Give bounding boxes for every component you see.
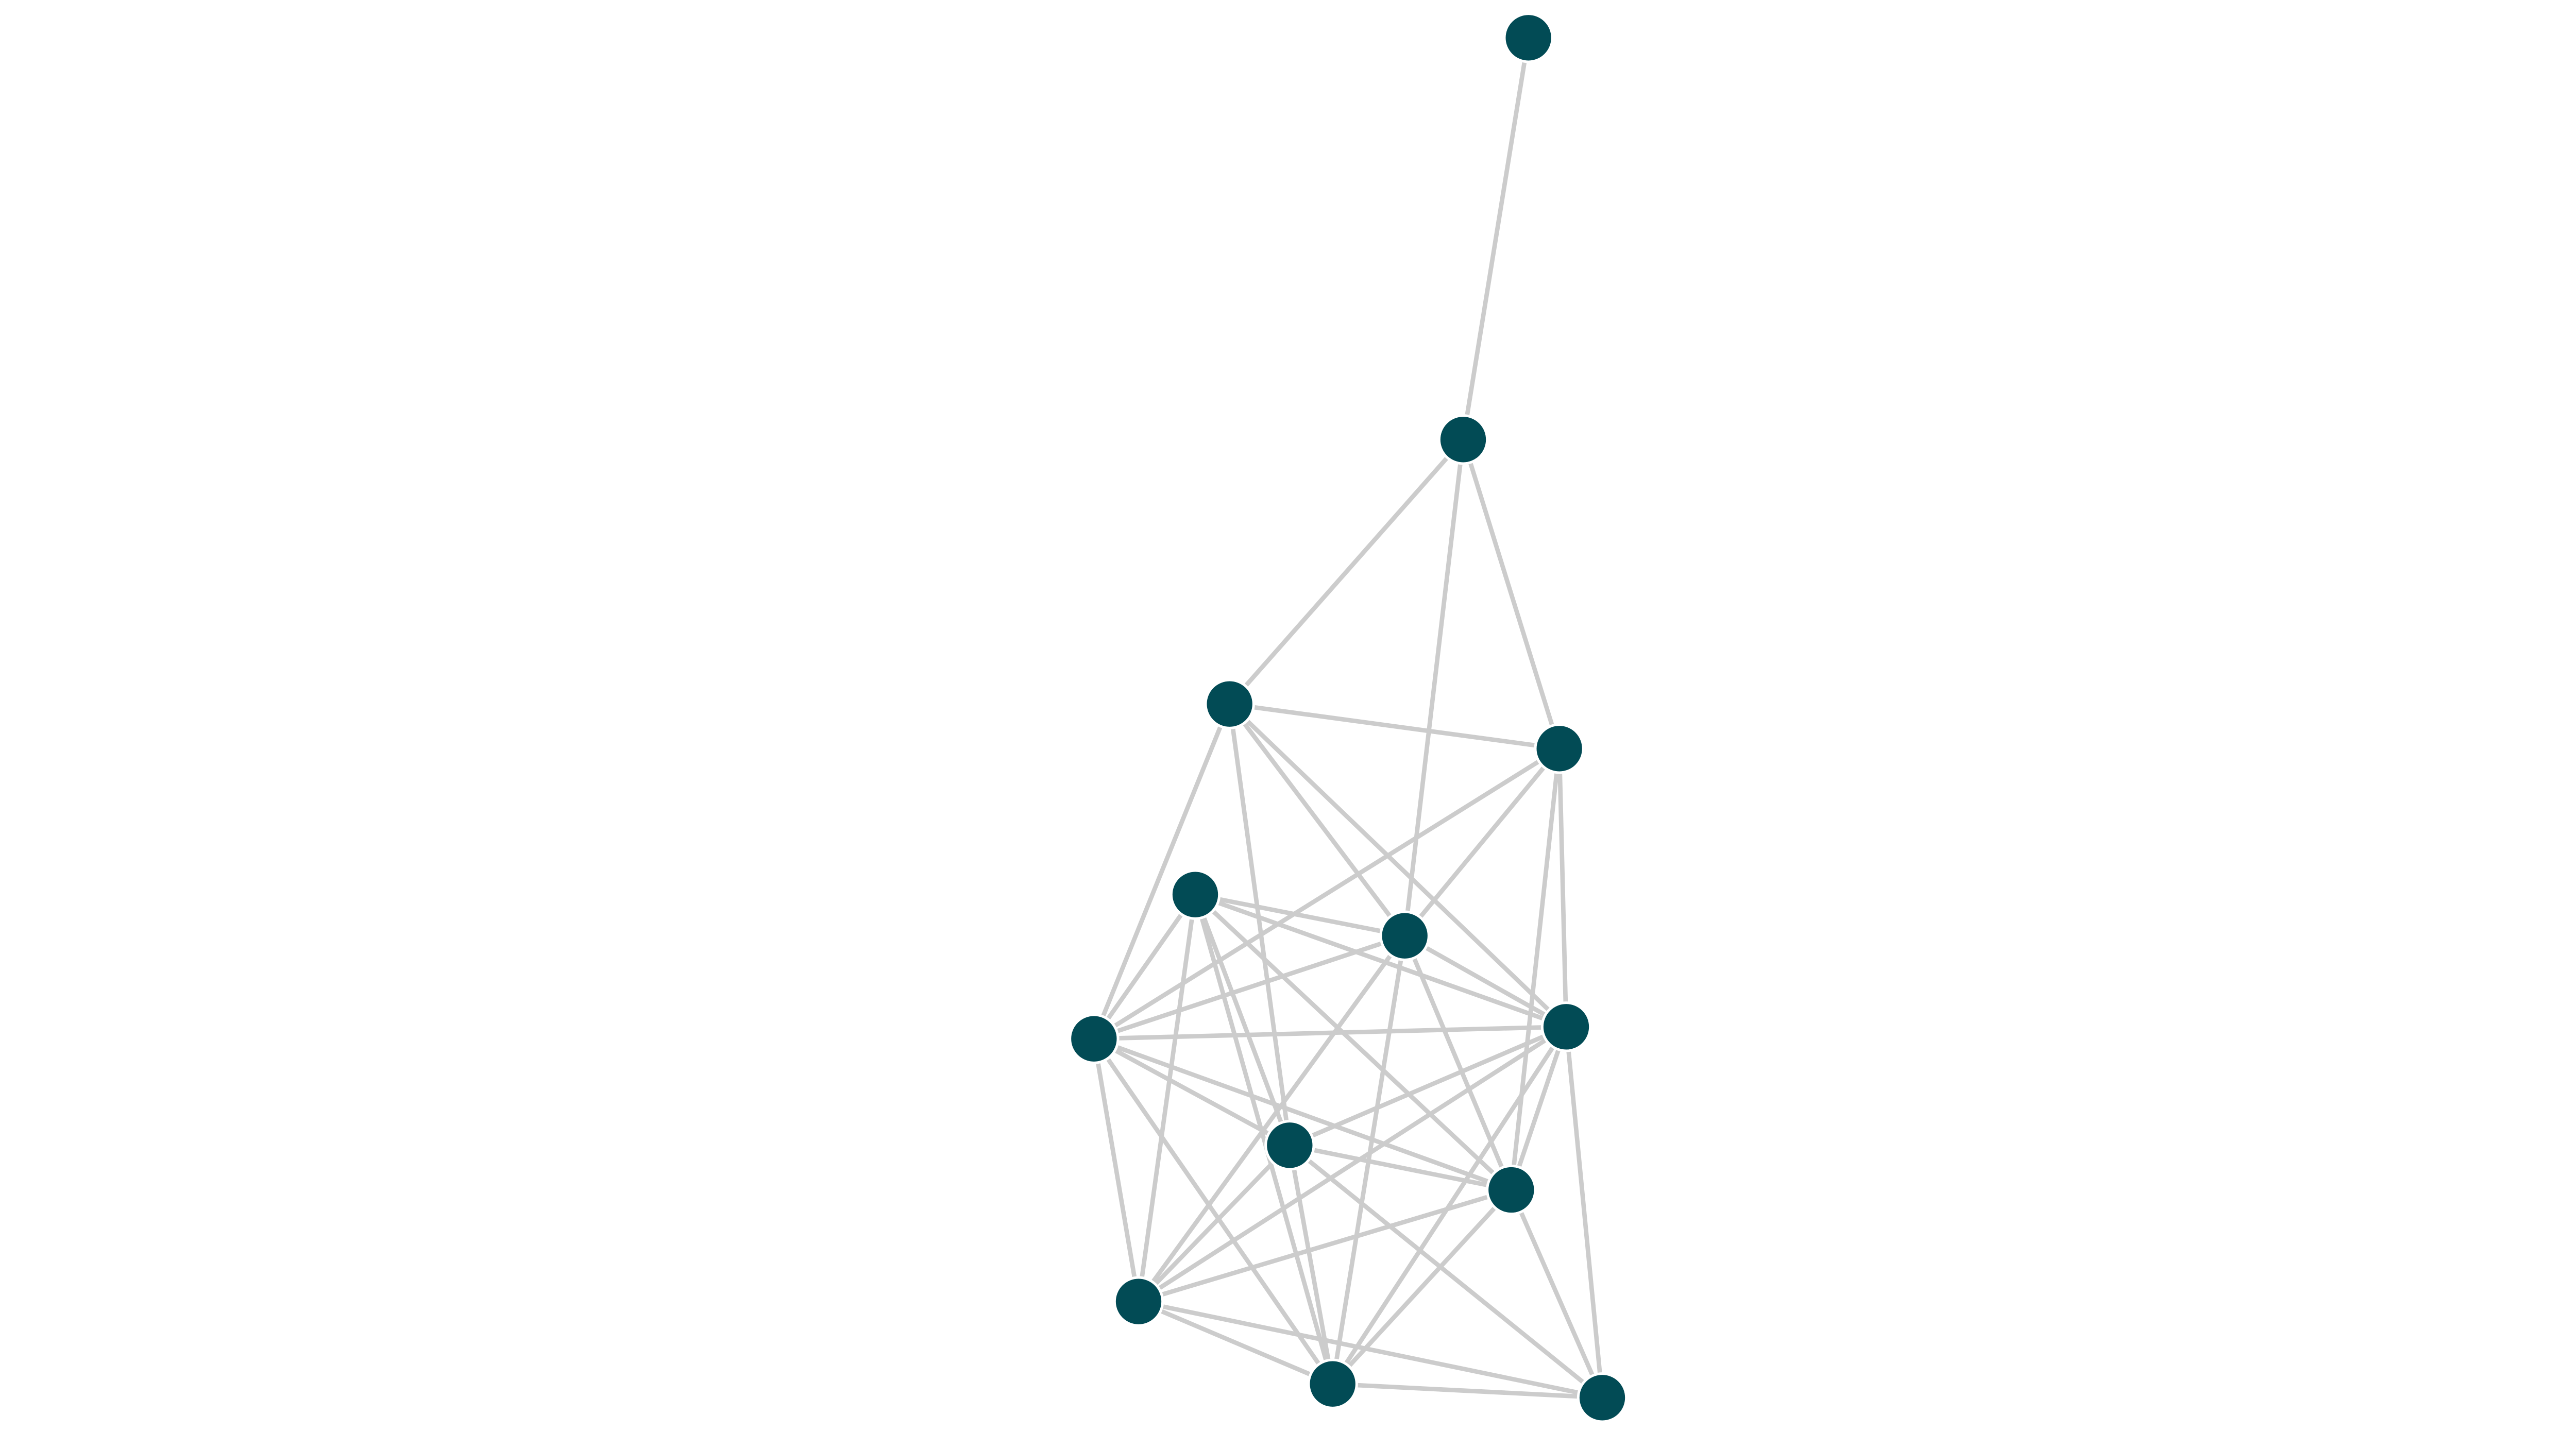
edge — [1331, 1188, 1513, 1386]
node — [1264, 1120, 1315, 1171]
edge — [1461, 439, 1562, 749]
edge — [1092, 1037, 1335, 1386]
node — [1069, 1013, 1120, 1064]
edge — [1402, 934, 1514, 1191]
edge — [1403, 933, 1568, 1029]
edge — [1403, 747, 1562, 937]
edge — [1332, 1382, 1603, 1400]
nodes-layer — [1069, 12, 1628, 1423]
node — [1486, 1164, 1537, 1216]
edge — [1402, 439, 1466, 936]
node — [1540, 1001, 1592, 1052]
edge — [1093, 746, 1561, 1041]
edge — [1509, 748, 1562, 1190]
edge — [1194, 892, 1567, 1029]
edge — [1557, 748, 1569, 1027]
edge — [1289, 1025, 1567, 1148]
node — [1503, 12, 1554, 63]
edge — [1137, 1144, 1292, 1303]
node — [1113, 1276, 1164, 1327]
edges-layer — [1092, 37, 1605, 1400]
node — [1204, 678, 1255, 729]
edge — [1193, 894, 1335, 1385]
edge — [1509, 1026, 1569, 1191]
edge — [1287, 1145, 1335, 1385]
node — [1170, 869, 1221, 920]
edge — [1194, 893, 1513, 1192]
edge — [1195, 892, 1405, 938]
edge — [1461, 37, 1531, 440]
edge — [1137, 1025, 1568, 1304]
edge — [1228, 703, 1407, 937]
edge — [1092, 893, 1197, 1041]
edge — [1093, 1036, 1291, 1148]
node — [1307, 1358, 1358, 1409]
edge — [1093, 1036, 1512, 1192]
edge — [1136, 894, 1198, 1302]
edge — [1331, 1025, 1568, 1386]
edge — [1227, 704, 1292, 1146]
edge — [1138, 1299, 1334, 1386]
node — [1534, 723, 1585, 774]
edge — [1094, 1025, 1567, 1041]
edge — [1193, 894, 1292, 1146]
edge — [1288, 1143, 1604, 1400]
edge — [1092, 1038, 1141, 1302]
edge — [1092, 703, 1232, 1040]
edge — [1228, 438, 1465, 706]
edge — [1564, 1026, 1605, 1398]
edge — [1229, 702, 1560, 751]
edge — [1093, 933, 1406, 1041]
edge — [1289, 1143, 1512, 1192]
edge — [1138, 1299, 1603, 1400]
node — [1379, 910, 1430, 961]
edge — [1228, 702, 1568, 1029]
node — [1437, 414, 1489, 465]
edge — [1137, 934, 1407, 1303]
edge — [1138, 1187, 1512, 1304]
edge — [1509, 1189, 1604, 1399]
node — [1577, 1372, 1628, 1423]
